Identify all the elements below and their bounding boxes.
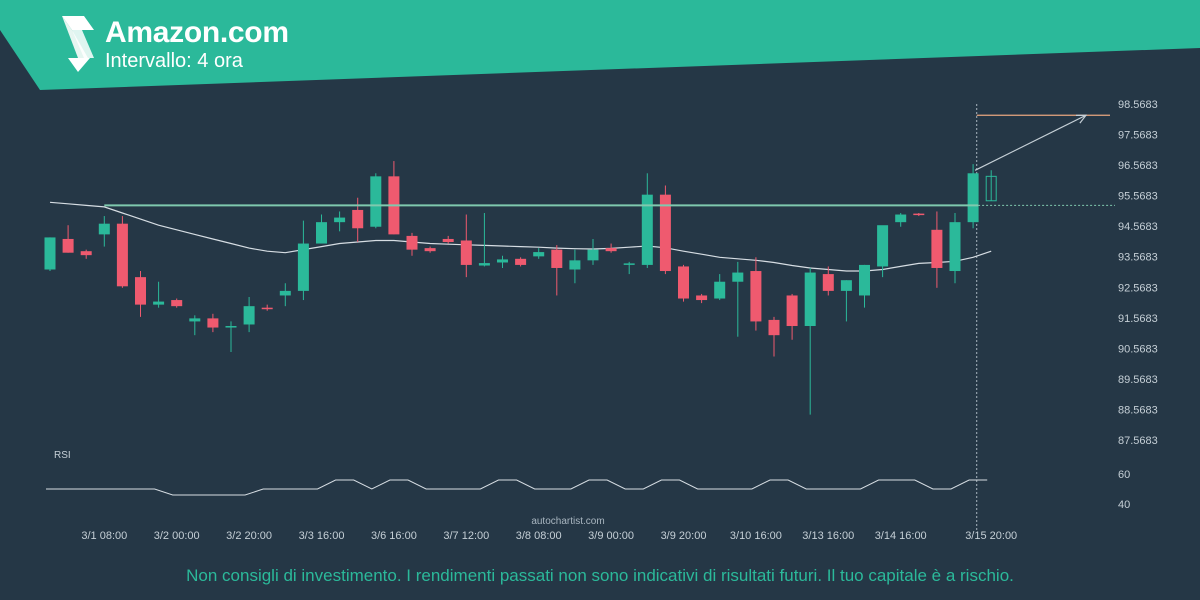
x-tick-label: 3/15 20:00 <box>965 530 1017 542</box>
candle-body <box>641 194 653 265</box>
page-title: Amazon.com <box>105 16 289 49</box>
candle-body <box>949 222 961 272</box>
candle-body <box>696 295 708 301</box>
candle-body <box>189 318 201 322</box>
candle-body <box>623 263 635 265</box>
candle-body <box>297 243 309 291</box>
y-tick-label: 89.5683 <box>1118 374 1158 386</box>
candle-body <box>171 300 183 307</box>
candle-body <box>225 326 237 328</box>
candle-body <box>750 271 762 322</box>
interval-subtitle: Intervallo: 4 ora <box>105 50 243 72</box>
candle-body <box>370 176 382 227</box>
candle-body <box>80 251 92 256</box>
candle-body <box>714 281 726 299</box>
rsi-line <box>46 479 988 496</box>
rsi-tick-label: 40 <box>1118 499 1130 511</box>
candle-body <box>659 194 671 272</box>
x-tick-label: 3/14 16:00 <box>875 530 927 542</box>
candle-body <box>732 272 744 282</box>
x-tick-label: 3/6 16:00 <box>371 530 417 542</box>
candle-body <box>587 249 599 261</box>
candle-body <box>478 263 490 266</box>
candle-body <box>135 277 146 305</box>
forecast-arrow-head <box>1075 114 1088 124</box>
candle-body <box>877 225 889 267</box>
candle-body <box>279 290 291 296</box>
x-tick-label: 3/1 08:00 <box>81 530 127 542</box>
candles <box>44 161 997 415</box>
candle-body <box>804 272 816 327</box>
x-axis-ticks: 3/1 08:00 3/2 00:00 3/2 20:00 3/3 16:00 3/6 … <box>81 530 1017 542</box>
candle-body <box>442 238 454 243</box>
x-tick-label: 3/10 16:00 <box>730 530 782 542</box>
y-tick-label: 97.5683 <box>1118 130 1158 142</box>
rsi-label: RSI <box>54 450 71 461</box>
candle-body <box>424 248 436 252</box>
candle-body <box>243 306 255 325</box>
candle-body <box>153 301 165 305</box>
price-chart: 98.5683 97.5683 96.5683 95.5683 94.5683 93.56… <box>44 99 1158 542</box>
header-banner <box>0 0 1200 90</box>
candle-body <box>967 173 979 223</box>
x-tick-label: 3/2 00:00 <box>154 530 200 542</box>
y-tick-label: 87.5683 <box>1118 435 1158 447</box>
y-tick-label: 98.5683 <box>1118 99 1158 111</box>
candle-body <box>678 266 689 299</box>
candle-body <box>334 217 346 223</box>
moving-average-line <box>49 201 992 272</box>
y-tick-label: 90.5683 <box>1118 343 1158 355</box>
candle-body <box>316 222 327 244</box>
moving-average <box>49 201 992 272</box>
autochartist-logo-icon <box>62 16 94 72</box>
candle-body <box>931 229 943 268</box>
x-tick-label: 3/7 12:00 <box>443 530 489 542</box>
candle-body <box>352 209 364 229</box>
candle-body <box>533 252 545 257</box>
y-tick-label: 93.5683 <box>1118 252 1158 264</box>
candle-body <box>605 248 617 252</box>
risk-disclaimer: Non consigli di investimento. I rendimen… <box>186 566 1014 585</box>
x-tick-label: 3/8 08:00 <box>516 530 562 542</box>
candle-body <box>98 223 110 235</box>
candle-body <box>261 307 273 310</box>
candle-body <box>551 249 563 268</box>
x-tick-label: 3/3 16:00 <box>299 530 345 542</box>
rsi-panel: RSI 60 40 <box>46 450 1130 511</box>
pattern-levels <box>104 114 1115 207</box>
forecast-arrow <box>974 114 1087 171</box>
candle-body <box>569 260 581 270</box>
candle-body <box>406 235 418 250</box>
candle-body <box>895 214 907 223</box>
y-tick-label: 91.5683 <box>1118 313 1158 325</box>
y-tick-label: 96.5683 <box>1118 160 1158 172</box>
candle-body <box>497 259 508 263</box>
candle-body <box>859 264 870 296</box>
candle-body <box>913 213 925 216</box>
x-tick-label: 3/2 20:00 <box>226 530 272 542</box>
rsi-tick-label: 60 <box>1118 469 1130 481</box>
x-tick-label: 3/13 16:00 <box>802 530 854 542</box>
candle-body <box>840 280 852 291</box>
candle-body <box>207 318 219 328</box>
y-tick-label: 92.5683 <box>1118 282 1158 294</box>
x-tick-label: 3/9 20:00 <box>661 530 707 542</box>
candle-body <box>515 258 527 265</box>
candle-body <box>768 319 780 336</box>
watermark: autochartist.com <box>531 516 604 527</box>
candle-body <box>44 237 56 270</box>
y-axis-ticks: 98.5683 97.5683 96.5683 95.5683 94.5683 93.56… <box>1118 99 1158 447</box>
candle-body <box>62 238 74 253</box>
y-tick-label: 94.5683 <box>1118 221 1158 233</box>
candle-body-forming <box>985 175 997 202</box>
candle-body <box>116 223 128 287</box>
candle-body <box>460 240 472 265</box>
candle-body <box>786 295 798 327</box>
y-tick-label: 88.5683 <box>1118 404 1158 416</box>
candle-body <box>822 274 834 291</box>
x-tick-label: 3/9 00:00 <box>588 530 634 542</box>
y-tick-label: 95.5683 <box>1118 191 1158 203</box>
